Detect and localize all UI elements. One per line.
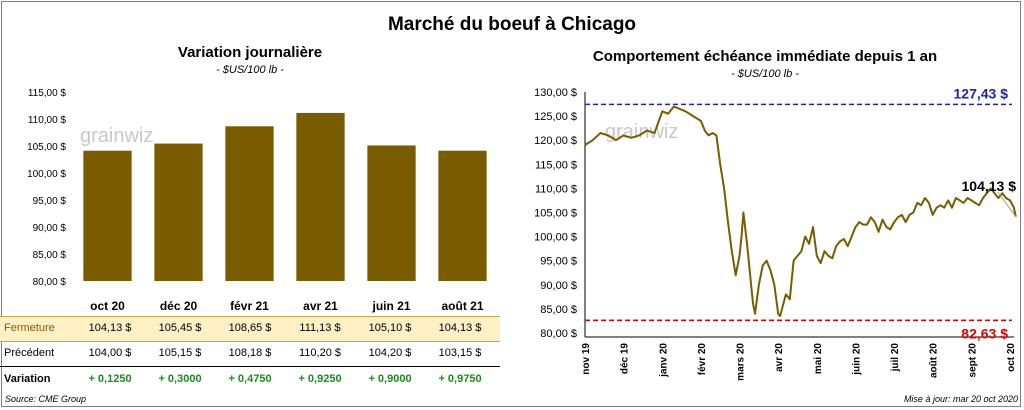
table-cell: + 0,4750 xyxy=(228,373,272,385)
y-tick-label: 90,00 $ xyxy=(540,280,577,292)
x-tick-label: sept 20 xyxy=(967,343,978,378)
y-tick-label: 115,00 $ xyxy=(28,88,67,99)
y-tick-label: 100,00 $ xyxy=(27,169,66,180)
bar xyxy=(154,143,203,281)
x-tick-label: oct 20 xyxy=(90,299,125,313)
bar xyxy=(296,112,345,281)
x-tick-label: févr 20 xyxy=(697,343,708,376)
x-tick-label: janv 20 xyxy=(658,343,669,378)
row-label: Fermeture xyxy=(4,322,55,334)
left-chart-title: Variation journalière xyxy=(177,44,323,61)
table-cell: 103,15 $ xyxy=(438,347,482,359)
y-tick-label: 105,00 $ xyxy=(534,208,577,220)
table-cell: 104,13 $ xyxy=(438,322,482,334)
bar-chart: grainwiz 80,00 $ 85,00 $ 90,00 $ 95,00 $ 100,… xyxy=(27,88,487,313)
table-cell: 105,45 $ xyxy=(158,322,202,334)
table-cell: 104,13 $ xyxy=(88,322,132,334)
bar xyxy=(83,150,132,281)
y-tick-label: 130,00 $ xyxy=(534,87,577,99)
watermark-logo: grainwiz xyxy=(80,125,153,147)
table-cell: 108,18 $ xyxy=(228,347,272,359)
y-tick-label: 105,00 $ xyxy=(27,142,66,153)
watermark-logo: grainwiz xyxy=(605,121,678,143)
table-cell: + 0,3000 xyxy=(158,373,202,385)
x-tick-label: nov 19 xyxy=(581,343,592,375)
table-cell: 104,00 $ xyxy=(88,347,132,359)
row-label: Précédent xyxy=(4,347,55,359)
table-cell: + 0,9250 xyxy=(298,373,342,385)
x-tick-label: août 20 xyxy=(929,343,940,378)
y-tick-label: 95,00 $ xyxy=(33,196,67,207)
x-tick-label: mars 20 xyxy=(736,343,747,381)
x-tick-label: avr 20 xyxy=(774,343,785,372)
x-tick-label: juin 21 xyxy=(371,299,410,313)
bar xyxy=(367,145,416,281)
table-cell: 105,15 $ xyxy=(158,347,202,359)
table-row-close: Fermeture 104,13 $ 105,45 $ 108,65 $ 111… xyxy=(0,316,500,342)
x-tick-label: déc 20 xyxy=(160,299,198,313)
x-tick-label: avr 21 xyxy=(303,299,338,313)
y-tick-label: 80,00 $ xyxy=(540,328,577,340)
y-tick-label: 85,00 $ xyxy=(540,304,577,316)
low-value-label: 82,63 $ xyxy=(961,325,1008,341)
bar xyxy=(225,126,274,281)
x-tick-label: août 21 xyxy=(441,299,483,313)
table-cell: 105,10 $ xyxy=(368,322,412,334)
last-value-label: 104,13 $ xyxy=(962,178,1017,194)
line-chart: grainwiz 80,00 $ 85,00 $ 90,00 $ 95,00 $ 100,… xyxy=(534,85,1017,381)
source-note: Source: CME Group xyxy=(5,394,87,404)
y-tick-label: 95,00 $ xyxy=(540,256,577,268)
table-row-variation: Variation + 0,1250 + 0,3000 + 0,4750 + 0… xyxy=(0,368,500,392)
table-cell: + 0,9000 xyxy=(368,373,412,385)
x-tick-label: juin 20 xyxy=(851,343,862,376)
price-series-line xyxy=(584,105,1017,318)
update-note: Mise à jour: mar 20 oct 2020 xyxy=(903,394,1018,404)
row-label: Variation xyxy=(4,373,51,385)
table-cell: + 0,1250 xyxy=(88,373,132,385)
x-tick-label: déc 19 xyxy=(620,343,631,375)
bar xyxy=(438,150,487,281)
x-tick-label: mai 20 xyxy=(813,343,824,375)
table-cell: 111,13 $ xyxy=(299,322,341,334)
x-tick-label: févr 21 xyxy=(230,299,269,313)
y-tick-label: 85,00 $ xyxy=(33,250,67,261)
y-tick-label: 110,00 $ xyxy=(28,115,67,126)
table-cell: 110,20 $ xyxy=(298,347,341,359)
y-tick-label: 115,00 $ xyxy=(535,159,577,171)
table-row-previous: Précédent 104,00 $ 105,15 $ 108,18 $ 110… xyxy=(0,342,500,367)
last-value-leader xyxy=(997,191,1017,217)
x-tick-label: oct 20 xyxy=(1006,343,1017,372)
y-tick-label: 100,00 $ xyxy=(534,232,577,244)
left-chart-unit: - $US/100 lb - xyxy=(216,64,284,76)
main-title: Marché du boeuf à Chicago xyxy=(387,14,637,35)
x-tick-label: juil 20 xyxy=(890,343,901,373)
high-value-label: 127,43 $ xyxy=(954,85,1009,101)
right-chart-unit: - $US/100 lb - xyxy=(731,68,799,80)
y-tick-label: 90,00 $ xyxy=(33,223,67,234)
table-cell: 108,65 $ xyxy=(228,322,272,334)
y-tick-label: 125,00 $ xyxy=(534,111,577,123)
table-cell: + 0,9750 xyxy=(438,373,482,385)
y-tick-label: 110,00 $ xyxy=(535,183,577,195)
y-tick-label: 120,00 $ xyxy=(534,135,577,147)
y-tick-label: 80,00 $ xyxy=(33,277,67,288)
right-chart-title: Comportement échéance immédiate depuis 1… xyxy=(592,48,938,65)
table-cell: 104,20 $ xyxy=(368,347,412,359)
